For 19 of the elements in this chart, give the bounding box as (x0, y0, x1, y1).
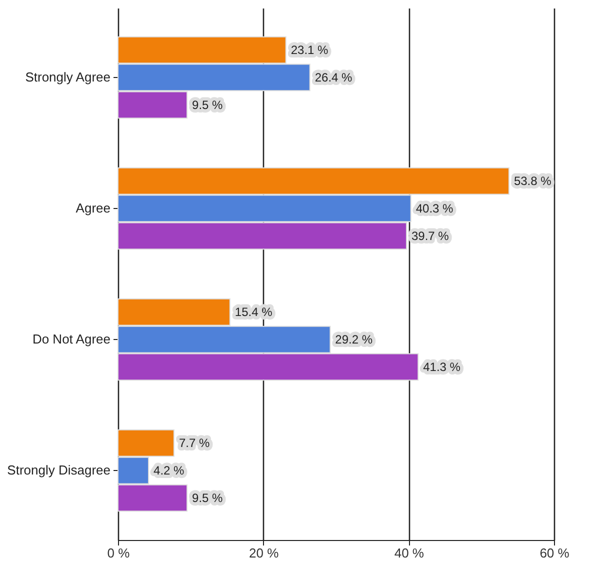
data-label: 53.8 % (514, 174, 552, 188)
data-label: 26.4 % (314, 70, 353, 84)
x-tick-label: 0 % (107, 546, 130, 560)
data-label: 9.5 % (192, 98, 224, 112)
data-label: 9.5 % (192, 491, 224, 505)
y-tick-label: Do Not Agree (32, 332, 110, 347)
x-tick-label: 40 % (394, 546, 424, 560)
y-tick-label: Strongly Agree (25, 69, 110, 84)
data-label: 4.2 % (154, 464, 185, 478)
y-tick-label: Strongly Disagree (7, 462, 110, 478)
data-label: 40.3 % (416, 201, 454, 216)
y-tick-label: Agree (76, 200, 110, 216)
x-tick-label: 60 % (540, 546, 570, 560)
data-label: 7.7 % (178, 436, 210, 450)
data-label: 29.2 % (335, 332, 373, 347)
data-label: 41.3 % (423, 360, 461, 374)
data-label: 39.7 % (411, 228, 450, 243)
data-label: 23.1 % (290, 43, 329, 57)
x-tick-label: 20 % (249, 546, 280, 560)
